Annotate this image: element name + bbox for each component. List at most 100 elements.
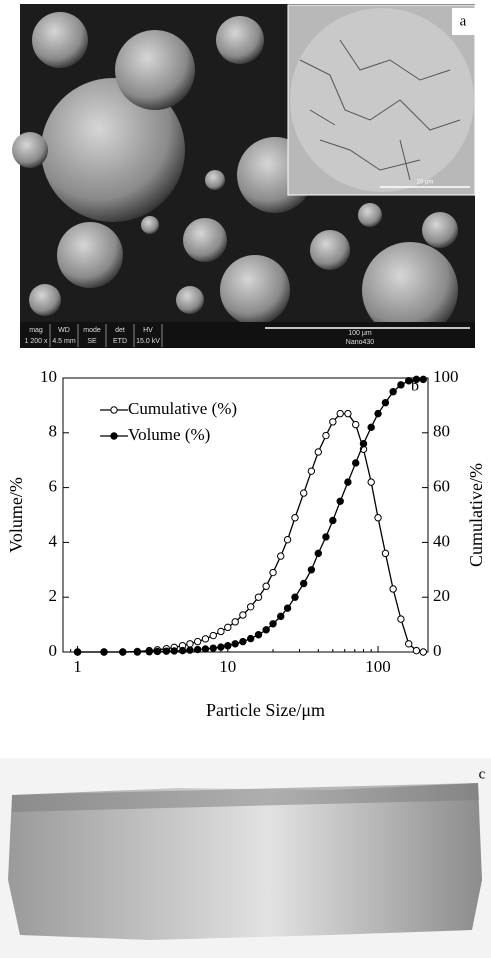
y2-tick-label: 20 [433,586,450,605]
data-point [246,634,255,643]
data-point [397,615,405,623]
data-point [178,646,187,655]
data-point [193,637,202,646]
info-value: ETD [113,338,127,345]
data-point [239,611,247,619]
data-point [389,585,397,593]
data-point [193,645,202,654]
data-point [367,423,375,432]
data-point [412,646,421,655]
data-point [133,648,142,656]
data-point [336,409,344,418]
series-line [77,412,424,653]
data-point [170,647,178,655]
data-point [153,647,162,656]
y-axis-label: Volume/% [6,477,26,553]
info-value: 1 200 x [25,338,48,345]
data-point [217,643,225,651]
data-point [419,648,427,656]
data-point [254,593,263,601]
data-point [224,641,232,650]
panel-label: b [411,378,419,395]
data-point [262,582,270,590]
data-point [254,631,263,639]
data-point [381,549,390,558]
data-point [100,648,108,656]
data-point [300,579,308,588]
instrument: Nano430 [346,339,375,346]
data-point [322,431,330,440]
scale-bar-label: 100 μm [348,330,372,337]
data-point [300,489,308,497]
data-point [224,623,232,632]
legend-marker [110,406,118,414]
info-key: mode [83,327,101,334]
x-tick-label: 10 [219,657,236,676]
data-point [269,620,277,628]
info-key: det [115,327,125,334]
data-point [344,478,352,486]
data-point [262,626,270,634]
y2-tick-label: 100 [433,367,459,386]
y-tick-label: 6 [49,477,58,496]
data-point [291,593,299,601]
y-tick-label: 0 [49,641,58,660]
data-point [201,635,210,643]
y2-tick-label: 80 [433,422,450,441]
data-point [381,398,390,407]
data-point [277,612,285,621]
data-point [412,375,421,384]
y-tick-label: 2 [49,586,58,605]
data-point [283,535,292,544]
data-point [344,409,352,418]
data-point [389,388,397,396]
data-point [419,375,427,384]
data-point [307,467,316,475]
data-point [405,377,413,385]
inset-scale-bar: 20 μm [417,180,434,186]
data-point [231,618,239,626]
plot-frame [62,377,429,653]
data-point [162,647,171,655]
data-point [322,533,330,541]
data-point [246,603,255,611]
data-point [336,497,344,505]
data-point [231,640,239,648]
data-point [405,640,413,648]
info-key: HV [143,327,153,334]
data-point [307,566,316,574]
info-bar: mag 1 200 x WD 4.5 mm mode SE det ETD HV 15.0 kV [25,324,163,347]
data-point [314,549,322,558]
panel-label: c [479,766,486,782]
data-point [239,637,247,646]
y2-tick-label: 0 [433,641,442,660]
data-point [186,646,194,654]
legend-label: Volume (%) [128,425,210,444]
data-point [73,648,82,656]
info-value: SE [87,338,97,345]
x-tick-label: 100 [365,657,391,676]
data-point [217,627,225,636]
panel-label: a [460,13,467,29]
info-key: mag [29,327,43,334]
data-point [374,409,382,418]
series-line [77,378,424,653]
y2-tick-label: 60 [433,477,450,496]
data-point [201,645,210,653]
legend-marker [110,432,118,440]
data-point [209,631,217,640]
data-point [374,514,382,522]
y2-tick-label: 40 [433,531,450,550]
data-point [314,448,322,456]
y-tick-label: 8 [49,422,58,441]
data-point [329,418,337,426]
info-key: WD [58,327,70,334]
info-value: 15.0 kV [136,338,160,345]
data-point [352,420,360,429]
data-point [291,514,299,522]
y-tick-label: 10 [40,367,57,386]
data-point [186,640,194,648]
